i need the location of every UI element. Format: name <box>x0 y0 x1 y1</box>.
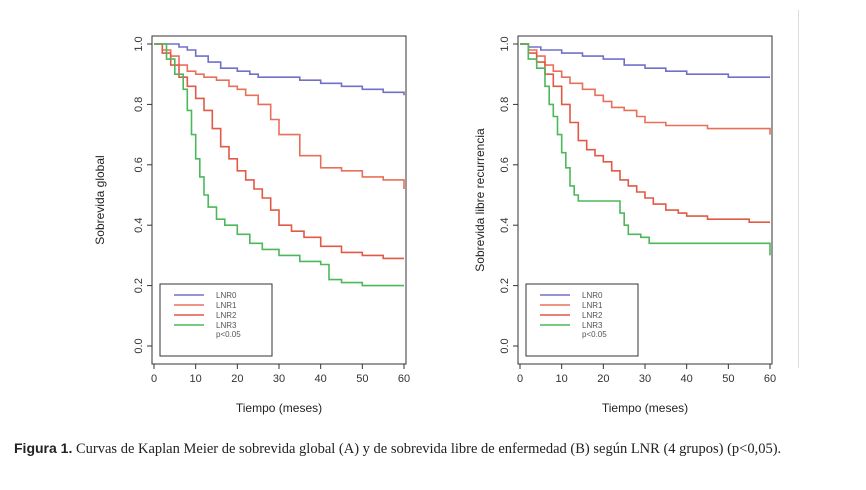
caption-label: Figura 1. <box>14 440 73 456</box>
y-tick-label: 0.8 <box>133 97 145 112</box>
x-tick-label: 10 <box>556 373 568 385</box>
legend-entry-lnr3: LNR3 <box>216 321 237 330</box>
y-tick-label: 0.2 <box>499 278 511 293</box>
x-axis-label: Tiempo (meses) <box>236 401 322 415</box>
x-tick-label: 50 <box>722 373 734 385</box>
y-tick-label: 0.6 <box>499 157 511 172</box>
series-line-lnr2 <box>520 43 770 223</box>
legend-p-value: p<0.05 <box>216 330 241 339</box>
x-tick-label: 60 <box>764 373 776 385</box>
right-edge-rule <box>798 10 799 368</box>
chart-panel-b: 0 10 20 30 40 50 60 0.0 0.2 0.4 0.6 0.8 1.0 Tiempo (m… <box>473 35 776 415</box>
y-tick-label: 0.0 <box>499 338 511 353</box>
series-line-lnr1 <box>154 43 405 189</box>
series-line-lnr0 <box>520 43 770 78</box>
y-tick-label: 1.0 <box>499 36 511 51</box>
x-tick-label: 10 <box>190 373 202 385</box>
y-tick-label: 1.0 <box>133 36 145 51</box>
legend-p-value: p<0.05 <box>582 330 607 339</box>
legend-entry-lnr3: LNR3 <box>582 321 603 330</box>
y-axis-label: Sobrevida global <box>93 155 107 244</box>
x-tick-label: 40 <box>315 373 327 385</box>
caption-text: Curvas de Kaplan Meier de sobrevida glob… <box>75 441 782 457</box>
legend-entry-lnr1: LNR1 <box>216 301 237 310</box>
x-axis-label: Tiempo (meses) <box>602 401 688 415</box>
y-tick-label: 0.8 <box>499 97 511 112</box>
x-tick-label: 60 <box>398 373 410 385</box>
figure-caption: Figura 1. Curvas de Kaplan Meier de sobr… <box>14 438 856 459</box>
y-tick-label: 0.2 <box>133 278 145 293</box>
legend-entry-lnr1: LNR1 <box>582 301 603 310</box>
legend-entry-lnr0: LNR0 <box>582 291 603 300</box>
y-tick-label: 0.6 <box>133 157 145 172</box>
legend-box <box>525 283 639 357</box>
chart-panel-a: 0 10 20 30 40 50 60 0.0 0.2 0.4 0.6 0.8 1.0 Tiempo (m… <box>93 35 410 415</box>
series-line-lnr3 <box>520 43 771 256</box>
legend-entry-lnr2: LNR2 <box>582 311 603 320</box>
series-line-lnr3 <box>154 43 404 287</box>
y-tick-label: 0.4 <box>499 218 511 233</box>
legend-box <box>159 283 273 357</box>
series-line-lnr2 <box>154 43 404 260</box>
series-line-lnr0 <box>154 43 405 96</box>
x-tick-label: 20 <box>597 373 609 385</box>
x-tick-label: 20 <box>231 373 243 385</box>
y-axis-label: Sobrevida libre recurrencia <box>473 128 487 272</box>
x-tick-label: 0 <box>151 373 157 385</box>
kaplan-meier-figure: 0 10 20 30 40 50 60 0.0 0.2 0.4 0.6 0.8 1.0 Tiempo (m… <box>93 35 776 415</box>
x-tick-label: 30 <box>639 373 651 385</box>
x-tick-label: 0 <box>517 373 523 385</box>
x-tick-label: 30 <box>273 373 285 385</box>
x-tick-label: 50 <box>356 373 368 385</box>
x-tick-label: 40 <box>681 373 693 385</box>
legend-entry-lnr2: LNR2 <box>216 311 237 320</box>
y-tick-label: 0.4 <box>133 218 145 233</box>
y-tick-label: 0.0 <box>133 338 145 353</box>
legend-entry-lnr0: LNR0 <box>216 291 237 300</box>
